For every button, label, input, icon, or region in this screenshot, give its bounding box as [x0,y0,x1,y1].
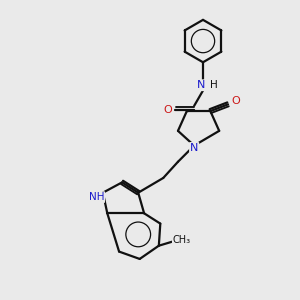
Text: NH: NH [89,192,104,202]
Text: CH₃: CH₃ [173,235,191,245]
Text: O: O [163,105,172,115]
Text: O: O [231,96,240,106]
Text: N: N [190,143,198,153]
Text: N: N [197,80,206,90]
Text: H: H [210,80,218,90]
